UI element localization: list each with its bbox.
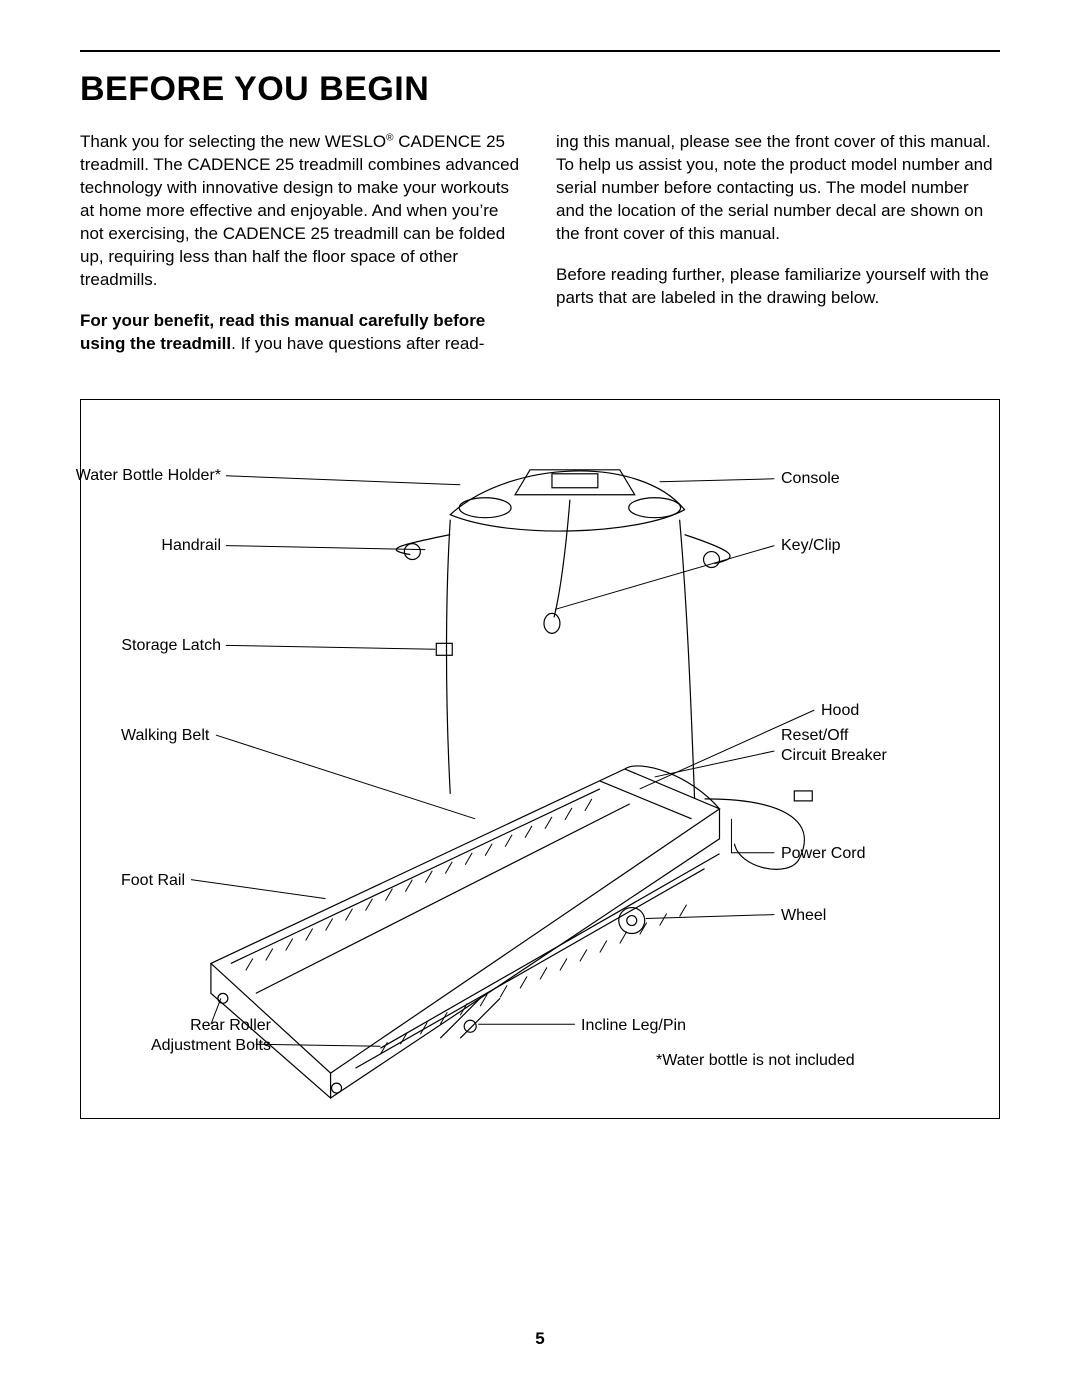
page-heading: BEFORE YOU BEGIN xyxy=(80,70,1000,109)
column-left: Thank you for selecting the new WESLO® C… xyxy=(80,131,524,373)
intro-paragraph: Thank you for selecting the new WESLO® C… xyxy=(80,131,524,292)
page-number: 5 xyxy=(0,1329,1080,1349)
read-manual-paragraph: For your benefit, read this manual caref… xyxy=(80,310,524,356)
intro-a: Thank you for selecting the new WESLO xyxy=(80,132,386,151)
registered-mark: ® xyxy=(386,132,393,143)
top-rule xyxy=(80,50,1000,52)
column-right: ing this manual, please see the front co… xyxy=(556,131,1000,373)
body-columns: Thank you for selecting the new WESLO® C… xyxy=(80,131,1000,373)
familiarize-paragraph: Before reading further, please familiari… xyxy=(556,264,1000,310)
read-manual-rest: . If you have questions after read- xyxy=(231,334,484,353)
parts-diagram: Water Bottle Holder* Handrail Storage La… xyxy=(80,399,1000,1119)
intro-b: CADENCE 25 treadmill. The CADENCE 25 tre… xyxy=(80,132,519,289)
leader-lines xyxy=(81,400,999,1118)
continuation-paragraph: ing this manual, please see the front co… xyxy=(556,131,1000,246)
